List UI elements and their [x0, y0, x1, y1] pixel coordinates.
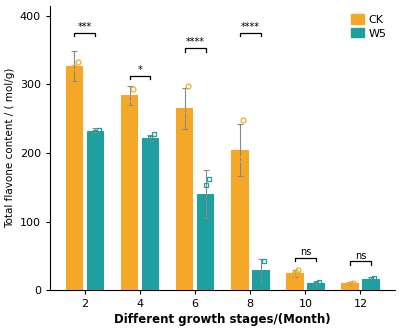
Bar: [307, 284, 325, 290]
Text: ns: ns: [355, 251, 366, 261]
Legend: CK, W5: CK, W5: [347, 11, 390, 42]
Bar: [176, 109, 193, 290]
Bar: [121, 95, 138, 290]
Text: ns: ns: [300, 247, 311, 257]
Text: ****: ****: [241, 22, 260, 32]
Bar: [231, 150, 249, 290]
Text: ****: ****: [186, 38, 205, 47]
Bar: [252, 270, 269, 290]
Bar: [87, 131, 104, 290]
Bar: [142, 138, 159, 290]
Bar: [66, 66, 83, 290]
Bar: [341, 284, 359, 290]
Bar: [197, 194, 215, 290]
Y-axis label: Total flavone content / ( mol/g): Total flavone content / ( mol/g): [6, 68, 16, 228]
X-axis label: Different growth stages/(Month): Different growth stages/(Month): [114, 313, 331, 326]
Bar: [362, 279, 380, 290]
Text: ***: ***: [78, 22, 92, 32]
Bar: [286, 273, 304, 290]
Text: *: *: [138, 65, 142, 75]
